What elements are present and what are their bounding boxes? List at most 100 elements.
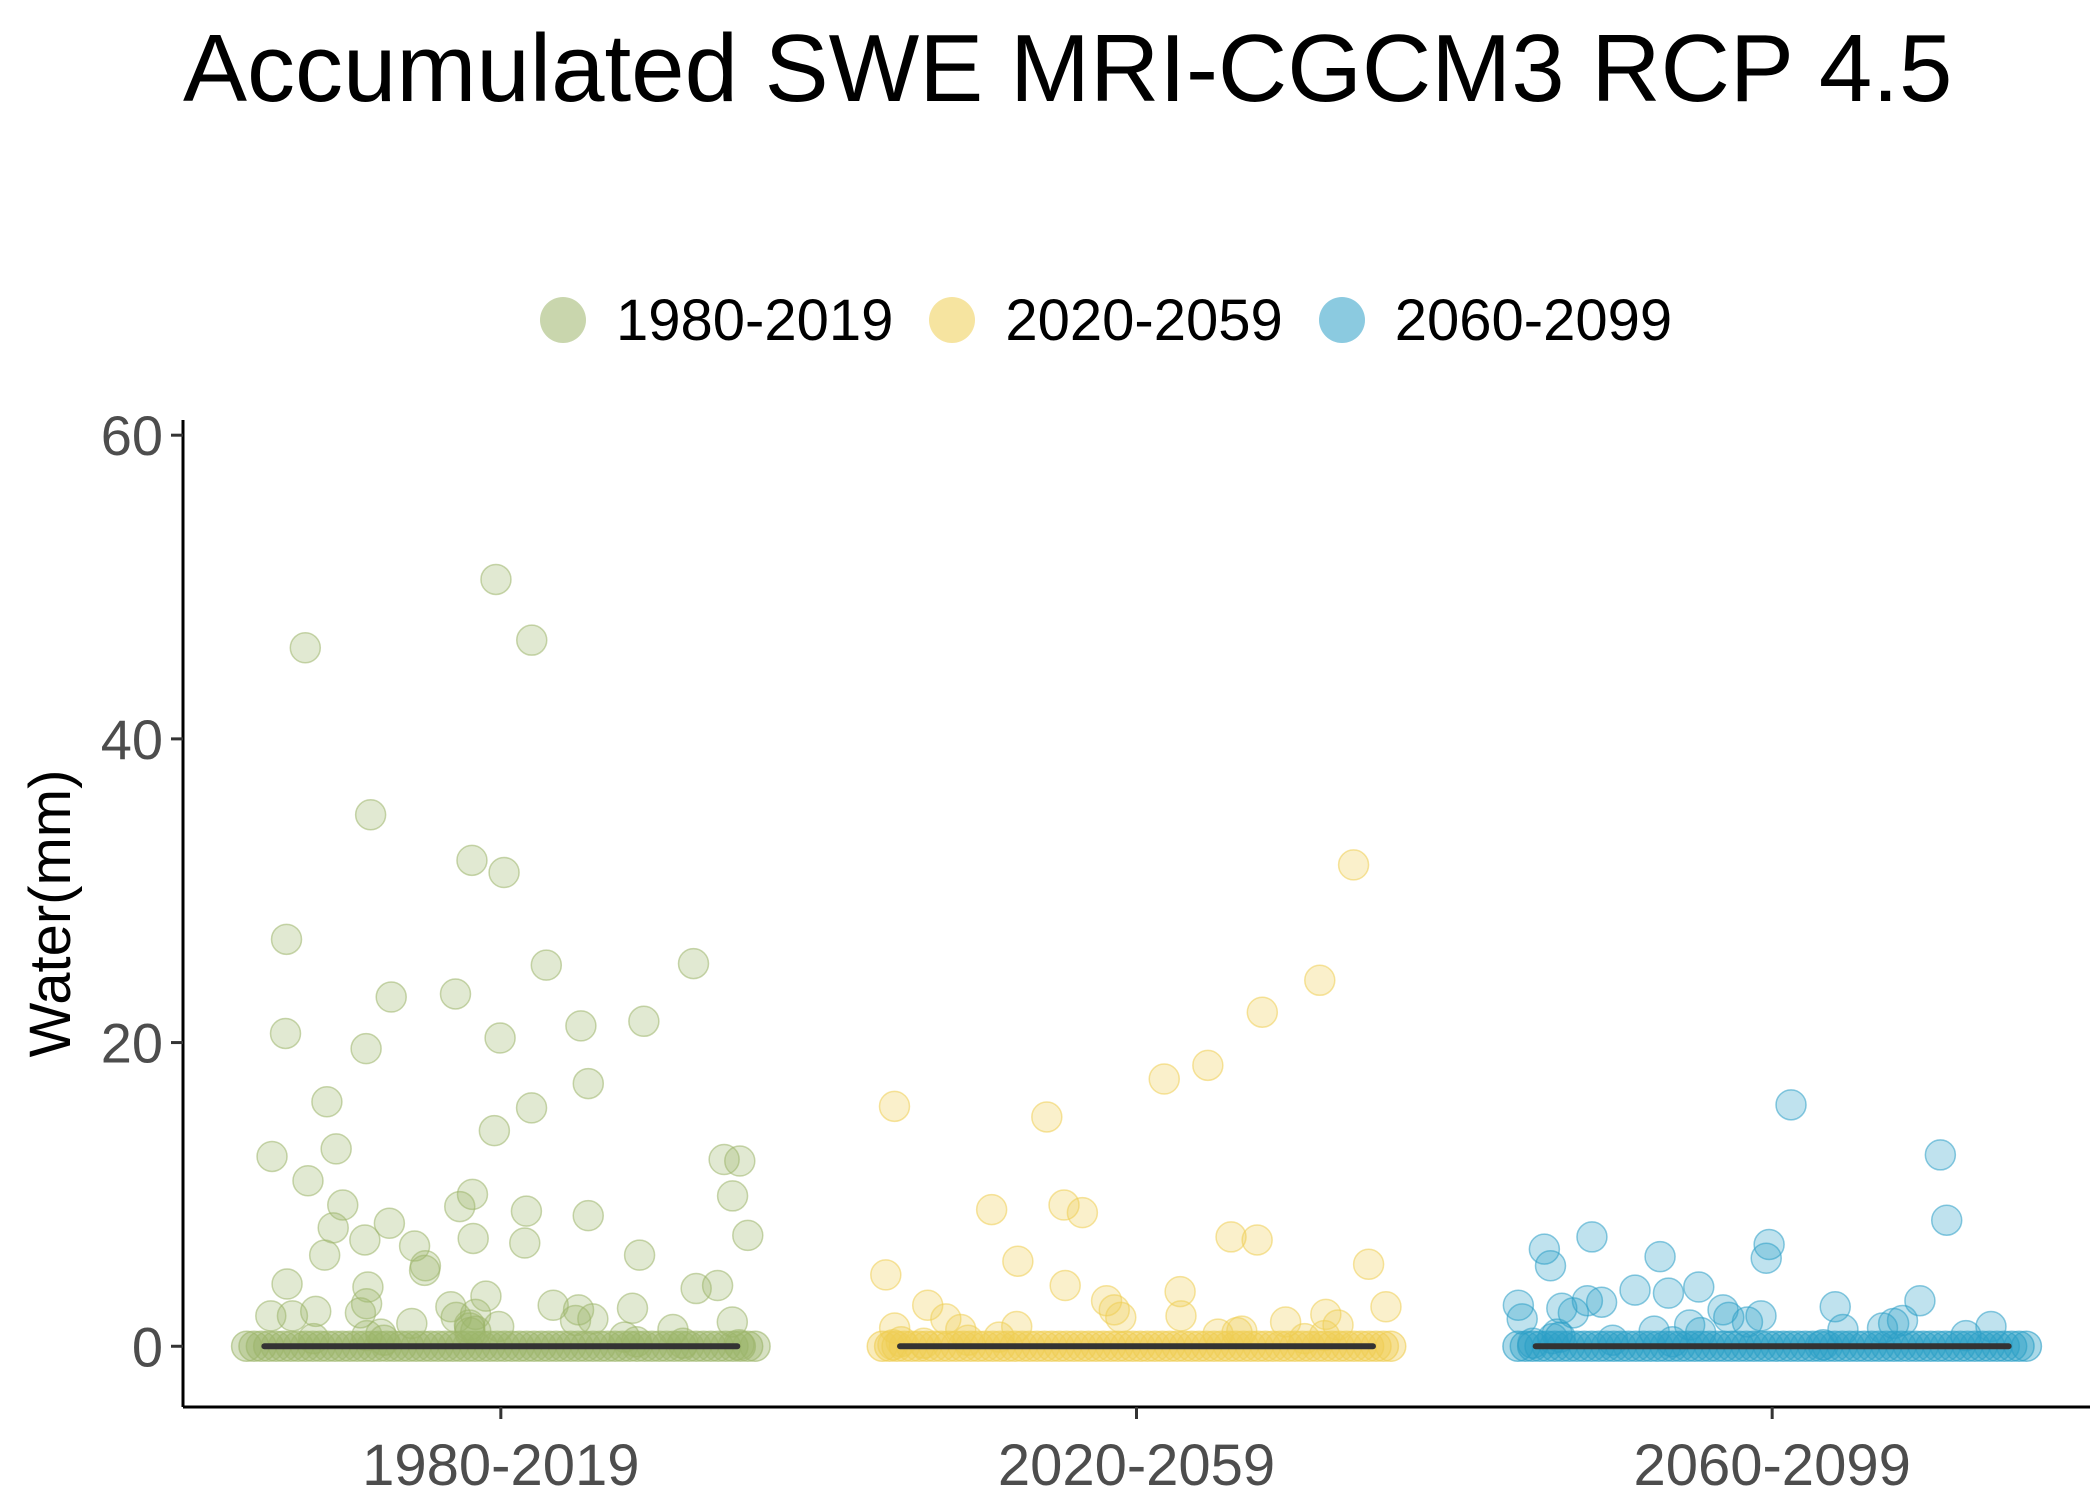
legend-item-2060-2099: 2060-2099	[1318, 287, 1672, 354]
data-point	[878, 1090, 911, 1123]
data-point	[478, 1114, 511, 1147]
data-point	[1652, 1277, 1685, 1309]
data-point	[1322, 1309, 1354, 1341]
y-tick-label: 40	[101, 708, 163, 771]
legend-key-1980-2019	[540, 297, 586, 343]
data-point	[537, 1289, 569, 1322]
data-point	[488, 856, 520, 889]
data-point	[484, 1022, 516, 1054]
data-point	[1246, 996, 1279, 1028]
data-point	[620, 1325, 653, 1358]
data-point	[680, 1272, 712, 1305]
data-point	[408, 1254, 441, 1287]
data-point	[1241, 1224, 1273, 1256]
data-point	[1866, 1312, 1899, 1344]
data-point	[1164, 1275, 1196, 1308]
legend-label: 2020-2059	[1005, 287, 1283, 353]
data-point	[255, 1300, 287, 1332]
data-point	[1975, 1310, 2007, 1343]
data-point	[396, 1307, 428, 1340]
data-point	[276, 1300, 309, 1332]
data-point	[1904, 1284, 1936, 1317]
data-point	[509, 1227, 541, 1259]
data-point	[269, 1017, 302, 1050]
data-point	[623, 1239, 656, 1271]
data-point	[270, 923, 303, 956]
data-point	[1644, 1240, 1676, 1273]
data-point	[299, 1295, 332, 1328]
data-point	[1528, 1233, 1561, 1265]
data-point	[1506, 1303, 1538, 1335]
data-point	[271, 1268, 303, 1300]
data-point	[1775, 1089, 1807, 1121]
data-point	[350, 1287, 383, 1320]
data-point	[975, 1193, 1008, 1226]
data-point	[724, 1145, 756, 1177]
legend-item-2020-2059: 2020-2059	[929, 287, 1283, 354]
data-point	[1684, 1316, 1717, 1349]
data-point	[1713, 1301, 1745, 1334]
data-point	[1049, 1269, 1081, 1302]
y-tick-label: 60	[101, 404, 163, 467]
data-point	[1031, 1101, 1063, 1133]
data-point	[1502, 1289, 1535, 1322]
x-tick-label: 1980-2019	[362, 1433, 639, 1498]
data-point	[352, 1271, 384, 1303]
data-point	[1619, 1274, 1651, 1306]
data-point	[1105, 1301, 1137, 1334]
data-point	[1930, 1204, 1963, 1236]
data-point	[1352, 1248, 1385, 1281]
data-point	[444, 1190, 476, 1223]
data-point	[1192, 1049, 1224, 1082]
data-point	[1000, 1310, 1033, 1343]
x-tick-label: 2060-2099	[1633, 1433, 1910, 1498]
data-point	[1165, 1300, 1197, 1332]
data-point	[1048, 1189, 1080, 1221]
data-point	[667, 1327, 699, 1359]
data-point	[1215, 1221, 1247, 1253]
data-point	[454, 1316, 486, 1349]
data-point	[375, 981, 407, 1013]
data-point	[292, 1164, 324, 1197]
data-point	[1337, 849, 1370, 881]
data-point	[1066, 1196, 1099, 1229]
data-point	[1557, 1297, 1590, 1329]
data-point	[349, 1224, 381, 1256]
y-axis-title: Water(mm)	[18, 770, 83, 1058]
data-point	[870, 1259, 902, 1291]
data-point	[577, 1303, 609, 1335]
data-point	[1585, 1286, 1618, 1318]
y-tick-label: 0	[132, 1315, 163, 1378]
data-point	[1304, 964, 1336, 997]
data-point	[289, 632, 322, 664]
data-point	[320, 1133, 352, 1165]
data-point	[515, 1092, 548, 1124]
data-point	[952, 1324, 984, 1356]
data-point	[908, 1327, 940, 1359]
data-point	[480, 563, 512, 596]
data-point	[457, 1222, 489, 1255]
data-point	[559, 1304, 592, 1337]
data-point	[354, 799, 387, 831]
data-point	[1596, 1324, 1629, 1356]
data-point	[1370, 1291, 1402, 1323]
data-point	[1148, 1063, 1180, 1095]
data-point	[308, 1239, 341, 1271]
data-point	[1731, 1306, 1764, 1338]
data-point	[1375, 1330, 1407, 1363]
data-point	[317, 1212, 349, 1244]
legend-item-1980-2019: 1980-2019	[540, 287, 893, 354]
data-point	[470, 1280, 502, 1312]
data-point	[256, 1140, 288, 1173]
data-point	[1753, 1228, 1785, 1261]
y-tick-label: 20	[101, 1012, 163, 1075]
data-point	[677, 947, 710, 980]
data-point	[572, 1067, 605, 1100]
data-point	[1576, 1221, 1608, 1253]
data-point	[911, 1289, 944, 1322]
data-point	[1924, 1139, 1957, 1171]
data-point	[1683, 1271, 1715, 1303]
data-point	[456, 844, 488, 877]
data-point	[439, 978, 472, 1010]
legend-key-2020-2059	[929, 297, 976, 343]
